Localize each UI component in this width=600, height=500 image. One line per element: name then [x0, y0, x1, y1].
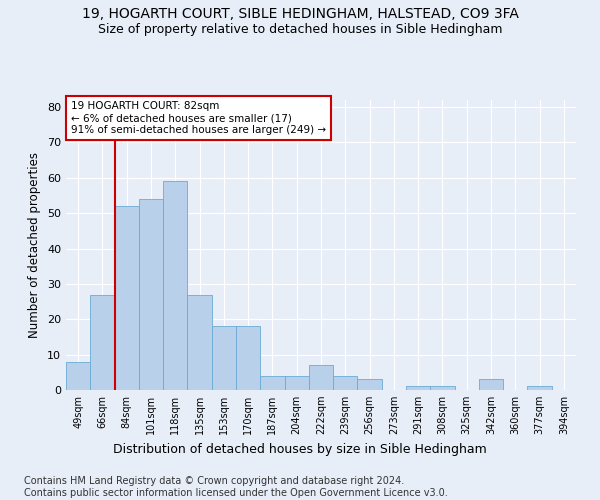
Text: Contains HM Land Registry data © Crown copyright and database right 2024.
Contai: Contains HM Land Registry data © Crown c…	[24, 476, 448, 498]
Text: 19 HOGARTH COURT: 82sqm
← 6% of detached houses are smaller (17)
91% of semi-det: 19 HOGARTH COURT: 82sqm ← 6% of detached…	[71, 102, 326, 134]
Bar	[66, 362, 90, 390]
Bar	[90, 294, 115, 390]
Bar	[430, 386, 455, 390]
Y-axis label: Number of detached properties: Number of detached properties	[28, 152, 41, 338]
Text: 19, HOGARTH COURT, SIBLE HEDINGHAM, HALSTEAD, CO9 3FA: 19, HOGARTH COURT, SIBLE HEDINGHAM, HALS…	[82, 8, 518, 22]
Bar	[284, 376, 309, 390]
Bar	[309, 365, 333, 390]
Bar	[527, 386, 552, 390]
Text: Distribution of detached houses by size in Sible Hedingham: Distribution of detached houses by size …	[113, 442, 487, 456]
Bar	[358, 380, 382, 390]
Text: Size of property relative to detached houses in Sible Hedingham: Size of property relative to detached ho…	[98, 22, 502, 36]
Bar	[260, 376, 284, 390]
Bar	[333, 376, 358, 390]
Bar	[212, 326, 236, 390]
Bar	[139, 199, 163, 390]
Bar	[236, 326, 260, 390]
Bar	[115, 206, 139, 390]
Bar	[187, 294, 212, 390]
Bar	[163, 182, 187, 390]
Bar	[479, 380, 503, 390]
Bar	[406, 386, 430, 390]
